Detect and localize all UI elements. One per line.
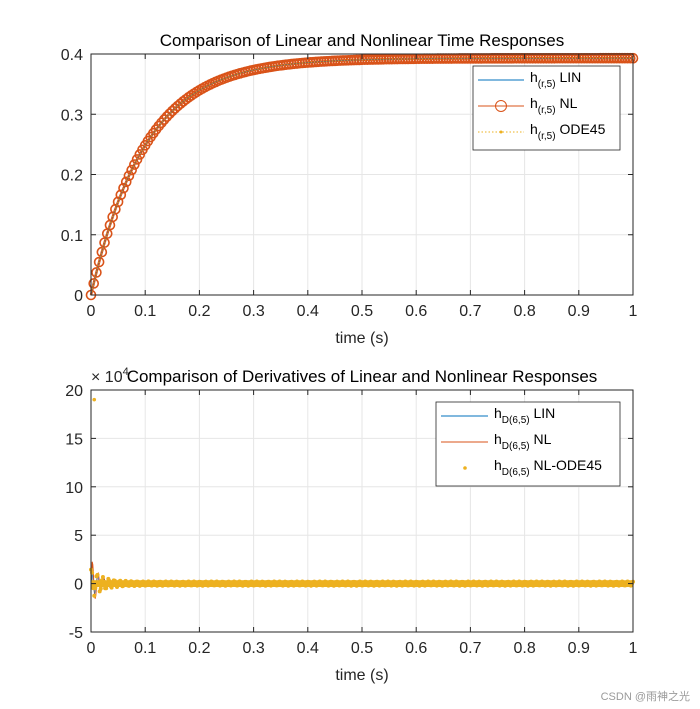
- y-tick-label: 0.2: [61, 168, 83, 185]
- plot-derivatives: 0 0.1 0.2 0.3 0.4 0.5 0.6 0.7 0.8 0.9 1-505101520C…: [65, 366, 637, 684]
- nl-marker: [161, 111, 173, 122]
- x-tick-label: 0.2: [188, 303, 210, 320]
- legend: h(r,5) LIN h(r,5) NL h(r,5) ODE45: [472, 65, 621, 151]
- x-axis-label: time (s): [335, 330, 388, 347]
- ode45-point: [95, 572, 100, 577]
- x-tick-label: 0.8: [513, 640, 535, 657]
- x-tick-label: 0.9: [568, 640, 590, 657]
- legend-label: hD(6,5) NL-ODE45: [494, 457, 602, 478]
- nl-marker: [112, 196, 124, 208]
- plot-time-responses: 0 0.1 0.2 0.3 0.4 0.5 0.6 0.7 0.8 0.9 1 0 0.1 0.2 0.3 0…: [61, 31, 639, 347]
- y-tick-label: 0: [74, 288, 83, 305]
- nl-marker: [120, 176, 132, 188]
- x-tick-label: 0.6: [405, 640, 427, 657]
- chart-title: Comparison of Derivatives of Linear and …: [127, 367, 598, 386]
- exponent-label: × 104: [91, 366, 129, 386]
- nl-marker: [126, 164, 137, 176]
- ode45-point: [104, 586, 109, 591]
- y-tick-label: 0.1: [61, 228, 83, 245]
- nl-marker: [158, 114, 170, 125]
- nl-marker: [156, 117, 167, 129]
- x-tick-label: 0.6: [405, 303, 427, 320]
- x-tick-label: 0.3: [242, 303, 264, 320]
- x-tick-label: 0.7: [459, 303, 481, 320]
- series-lin-line: [90, 57, 633, 296]
- y-tick-label: -5: [69, 625, 83, 642]
- x-tick-label: 0.1: [134, 640, 156, 657]
- y-tick-label: 0: [74, 577, 83, 594]
- nl-marker: [164, 108, 175, 120]
- x-tick-label: 0: [87, 640, 96, 657]
- legend-label: hD(6,5) LIN: [494, 405, 555, 426]
- nl-marker: [185, 90, 197, 101]
- nl-marker: [118, 182, 129, 194]
- y-tick-label: 0.4: [61, 47, 83, 64]
- legend-swatch-nl-marker: [495, 100, 507, 112]
- x-tick-label: 0.8: [513, 303, 535, 320]
- x-tick-label: 0.7: [459, 640, 481, 657]
- legend-label: h(r,5) ODE45: [530, 121, 606, 142]
- x-tick-label: 1: [629, 303, 638, 320]
- nl-marker: [129, 159, 140, 170]
- legend-label: h(r,5) NL: [530, 95, 578, 116]
- y-tick-label: 5: [74, 528, 83, 545]
- legend: hD(6,5) LIN hD(6,5) NL hD(6,5) NL-ODE45: [435, 401, 621, 487]
- legend-label: hD(6,5) NL: [494, 431, 552, 452]
- watermark: CSDN @雨神之光: [601, 689, 690, 703]
- ode45-point: [93, 586, 98, 591]
- x-tick-label: 0.5: [351, 303, 373, 320]
- x-tick-label: 0: [87, 303, 96, 320]
- ode45-band: [91, 580, 633, 587]
- nl-marker: [153, 120, 165, 132]
- x-tick-label: 0.1: [134, 303, 156, 320]
- x-axis-label: time (s): [335, 667, 388, 684]
- ode45-point: [92, 593, 97, 598]
- x-tick-label: 0.2: [188, 640, 210, 657]
- x-tick-label: 0.5: [351, 640, 373, 657]
- y-tick-label: 20: [65, 383, 83, 400]
- nl-marker: [115, 189, 127, 201]
- chart-title: Comparison of Linear and Nonlinear Time …: [160, 31, 564, 50]
- ode45-point: [100, 574, 105, 579]
- y-tick-label: 10: [65, 480, 83, 497]
- nl-marker: [188, 88, 200, 99]
- legend-swatch-ode45-dot: [499, 130, 503, 134]
- x-tick-label: 1: [629, 640, 638, 657]
- legend-swatch-ode45: [463, 466, 467, 470]
- x-tick-label: 0.9: [568, 303, 590, 320]
- ode45-point: [98, 586, 103, 591]
- ode45-outlier-point: [92, 397, 97, 402]
- x-tick-label: 0.4: [297, 640, 319, 657]
- nl-marker: [123, 170, 135, 182]
- y-tick-label: 0.3: [61, 107, 83, 124]
- x-tick-label: 0.3: [242, 640, 264, 657]
- legend-label: h(r,5) LIN: [530, 69, 581, 90]
- y-tick-label: 15: [65, 431, 83, 448]
- x-tick-label: 0.4: [297, 303, 319, 320]
